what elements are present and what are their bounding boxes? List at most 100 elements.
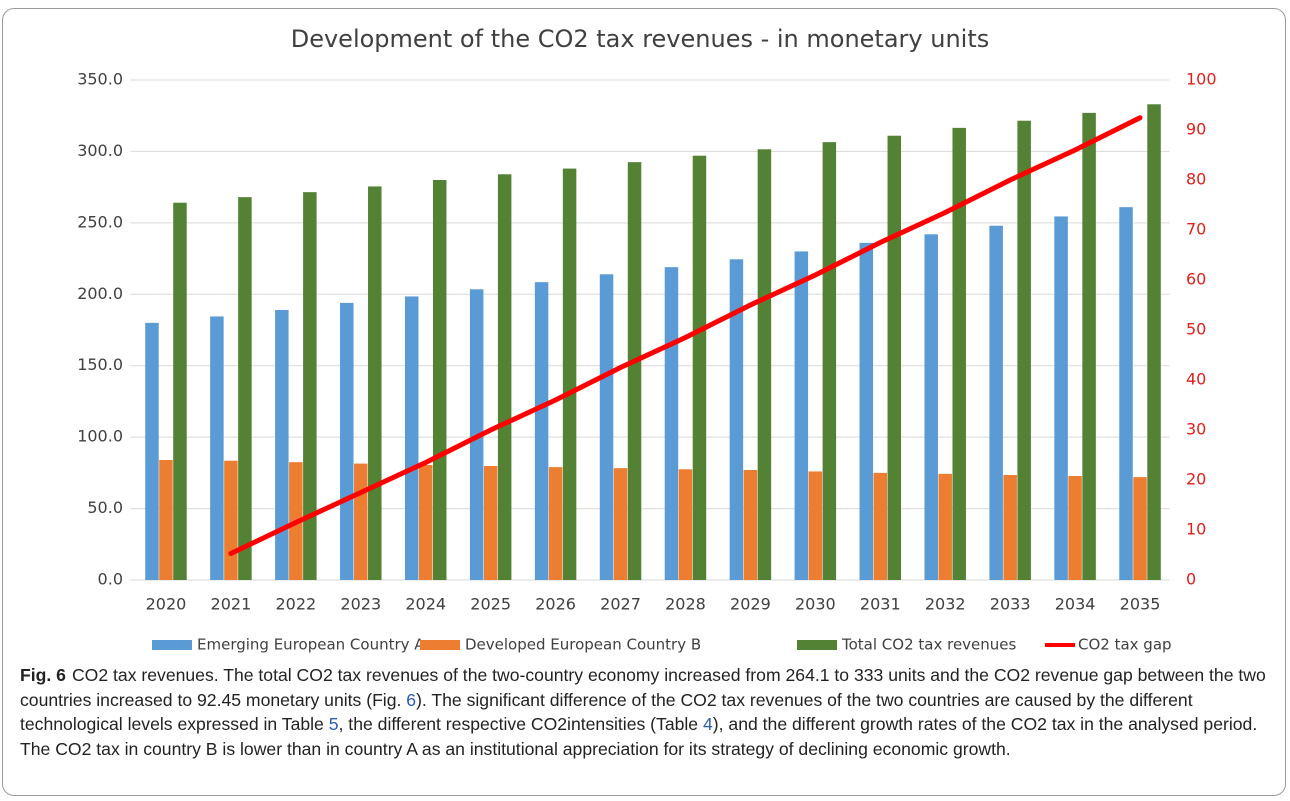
caption-text: ). The significant difference of the CO2… [20,689,1193,735]
x-tick-label: 2025 [470,595,511,614]
caption-text: CO2 tax revenues. The total CO2 tax reve… [20,665,1266,710]
bar [664,267,679,580]
y2-tick-label: 50 [1186,320,1206,339]
y2-tick-label: 40 [1186,370,1206,389]
y-tick-label: 0.0 [98,570,123,589]
legend-swatch [152,640,192,650]
legend-label: Emerging European Country A [197,636,425,654]
chart: Development of the CO2 tax revenues - in… [77,25,1217,654]
legend-label: Total CO2 tax revenues [841,636,1017,654]
chart-title: Development of the CO2 tax revenues - in… [291,25,990,53]
y2-tick-label: 90 [1186,120,1206,139]
bar [627,162,642,580]
figure-frame [2,8,1286,796]
x-tick-label: 2028 [665,595,706,614]
bar [599,274,614,580]
bar [404,296,419,580]
bar [757,149,772,581]
caption-label: Fig. 6 [20,665,66,685]
bar [534,282,549,580]
x-tick-label: 2021 [211,595,252,614]
bar [692,155,707,580]
y-tick-label: 100.0 [77,427,123,446]
caption-link[interactable]: 4 [702,714,713,734]
legend-label: Developed European Country B [465,636,701,654]
x-tick-label: 2024 [405,595,446,614]
y-tick-label: 250.0 [77,212,123,231]
bar [678,469,693,580]
bar [822,142,837,580]
bar [483,466,498,580]
bar [938,473,952,580]
y2-tick-label: 100 [1186,70,1217,89]
bar [1054,216,1068,580]
bar [1017,120,1031,580]
legend-label: CO2 tax gap [1078,636,1172,654]
y-tick-label: 300.0 [77,141,123,160]
bar [340,302,354,580]
bar [887,135,902,580]
bar [729,259,744,580]
bar [303,192,317,580]
bar [1133,477,1147,580]
bar [1003,475,1017,580]
legend-swatch [420,640,460,650]
bar [1068,476,1082,580]
y2-tick-label: 10 [1186,520,1206,539]
bar [1119,207,1133,580]
caption: Fig. 6 CO2 tax revenues. The total CO2 ta… [20,663,1270,761]
bar [562,168,577,581]
bar [989,225,1003,580]
line [228,115,1143,556]
bar [354,463,368,580]
caption-text: ), and the different growth rates of the… [20,714,1258,759]
x-tick-label: 2034 [1055,595,1096,614]
bar [173,202,187,580]
bar [859,242,874,580]
bar [368,186,382,580]
x-tick-label: 2033 [990,595,1031,614]
y-tick-label: 150.0 [77,355,123,374]
bar [1082,112,1096,580]
bar [924,234,938,581]
y-tick-label: 350.0 [77,70,123,89]
y2-tick-label: 0 [1186,570,1196,589]
x-tick-label: 2030 [795,595,836,614]
bar [952,127,966,580]
bar [743,470,758,580]
y2-tick-label: 20 [1186,470,1206,489]
x-tick-label: 2035 [1120,595,1161,614]
bar [808,471,823,580]
bar [548,467,563,580]
x-tick-label: 2032 [925,595,966,614]
x-tick-label: 2022 [275,595,316,614]
x-tick-label: 2031 [860,595,901,614]
bar [432,180,447,580]
bar [418,465,433,580]
bar [1147,104,1161,581]
bar [210,316,224,580]
y2-tick-label: 70 [1186,220,1206,239]
bar [224,460,238,580]
y2-tick-label: 60 [1186,270,1206,289]
y-tick-label: 50.0 [87,498,123,517]
x-tick-label: 2029 [730,595,771,614]
caption-link[interactable]: 6 [406,689,417,710]
x-tick-label: 2027 [600,595,641,614]
bar [873,472,888,580]
bar [159,460,173,580]
bar [275,310,289,580]
legend-swatch [797,640,837,650]
x-tick-label: 2026 [535,595,576,614]
caption-link[interactable]: 5 [328,714,339,734]
x-tick-label: 2020 [146,595,187,614]
y2-tick-label: 30 [1186,420,1206,439]
bar [613,468,628,580]
bar [238,197,252,580]
y-tick-label: 200.0 [77,284,123,303]
y2-tick-label: 80 [1186,170,1206,189]
x-tick-label: 2023 [340,595,381,614]
bar [145,322,159,580]
caption-text: , the different respective CO2intensitie… [338,714,703,734]
